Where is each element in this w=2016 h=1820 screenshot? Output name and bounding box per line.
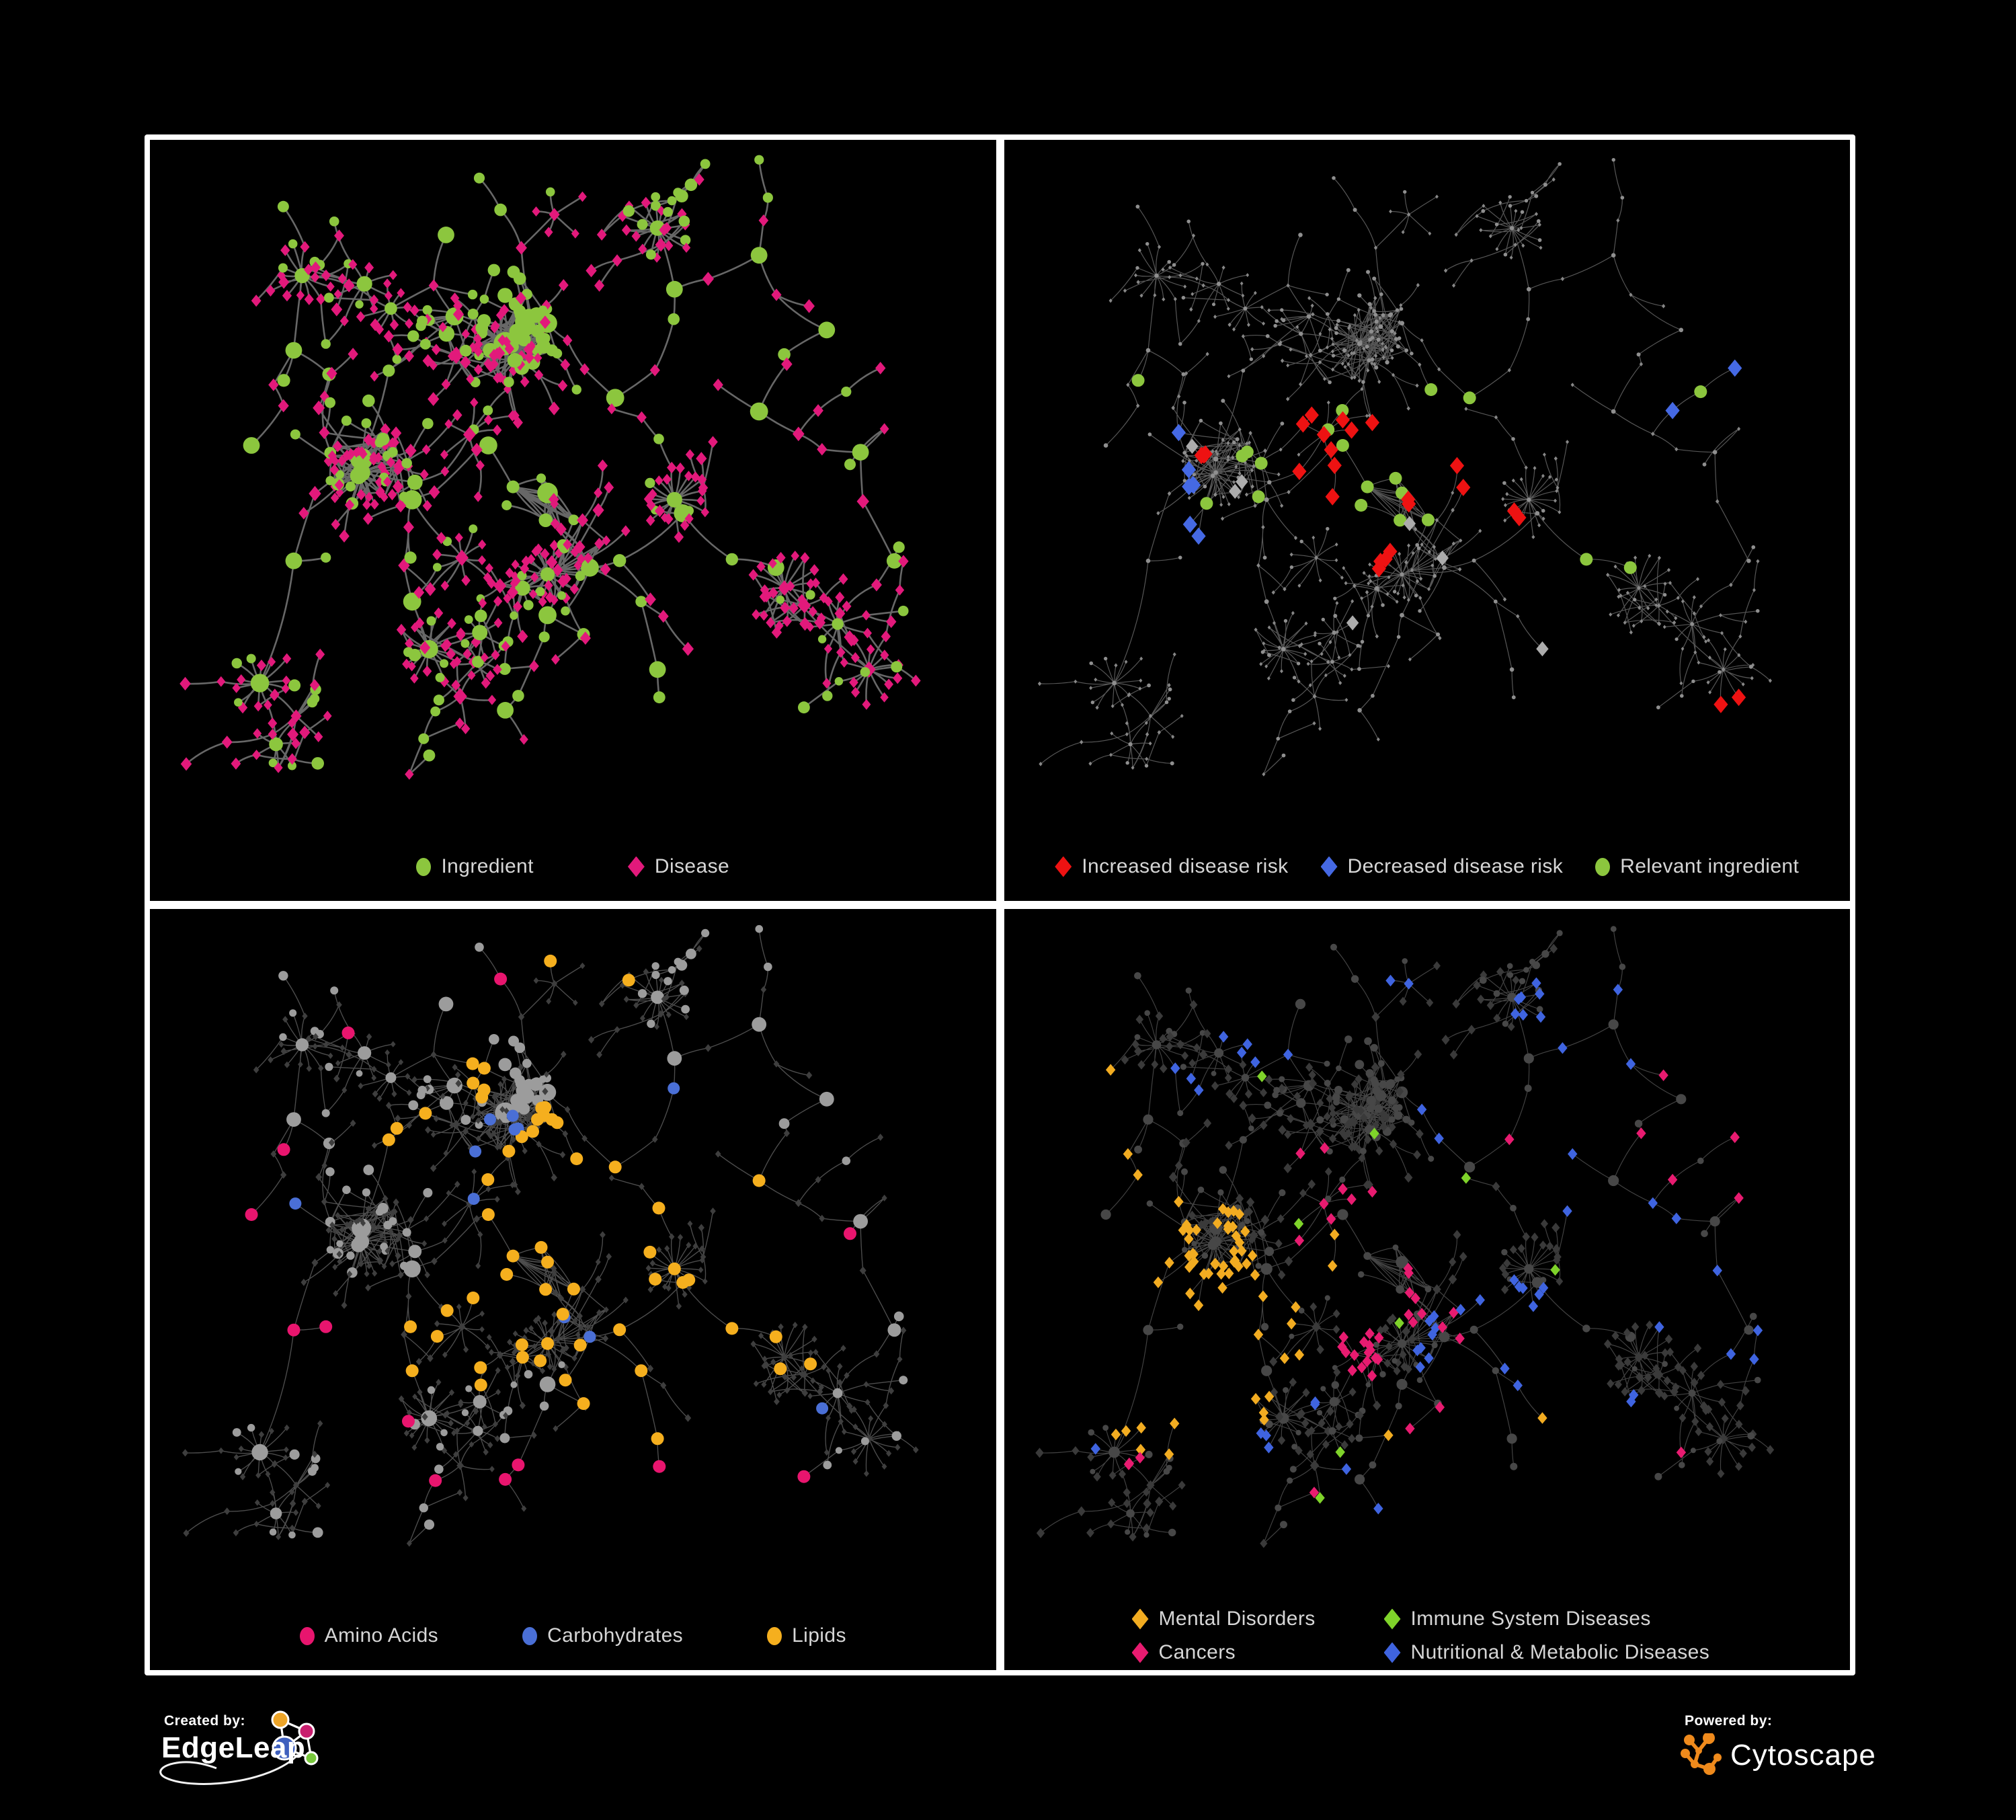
panel-ingredient-disease: Ingredient Disease [150,140,996,901]
legend-item: Disease [627,855,730,878]
edgeleap-wordmark: EdgeLeap [161,1731,306,1764]
network-graph-disease-classes [1035,926,1774,1548]
legend-marker-diamond-icon [627,856,645,877]
cytoscape-logo-icon [1681,1733,1722,1775]
legend-label: Carbohydrates [547,1624,684,1647]
legend-label: Relevant ingredient [1620,855,1800,877]
legend-marker-diamond-icon [1131,1642,1149,1663]
legend-item: Increased disease risk [1055,855,1288,878]
legend-item: Relevant ingredient [1595,855,1799,878]
created-by-label: Created by: [164,1713,246,1729]
legend-marker-diamond-icon [1131,1608,1149,1630]
network-graph-ingredient-classes [182,924,919,1547]
panel-ingredient-classes: Amino Acids Carbohydrates Lipids [150,909,996,1670]
legend-item: Amino Acids [299,1624,439,1647]
network-graph-disease-risk [1037,158,1772,777]
legend-marker-diamond-icon [1055,856,1072,877]
legend-label: Disease [654,855,730,877]
legend-disease-classes: Mental Disorders Immune System Diseases Ca… [1004,1607,1851,1665]
legend-marker-diamond-icon [1383,1608,1401,1630]
legend-marker-circle-icon [416,857,432,876]
legend-label: Immune System Diseases [1410,1608,1651,1630]
legend-label: Nutritional & Metabolic Diseases [1410,1641,1710,1663]
legend-label: Ingredient [441,855,534,877]
powered-by-label: Powered by: [1685,1713,1773,1729]
legend-item: Carbohydrates [522,1624,683,1647]
legend-label: Increased disease risk [1082,855,1289,877]
legend-marker-circle-icon [299,1626,315,1645]
legend-marker-diamond-icon [1383,1642,1401,1663]
legend-marker-diamond-icon [1320,856,1338,877]
legend-label: Mental Disorders [1158,1608,1316,1630]
panel-disease-classes: Mental Disorders Immune System Diseases Ca… [1004,909,1851,1670]
cytoscape-credit: Powered by: Cytoscape [1675,1708,1998,1802]
legend-item: Ingredient [416,855,533,878]
legend-ingredient-classes: Amino Acids Carbohydrates Lipids [150,1607,996,1665]
legend-item: Lipids [767,1624,846,1647]
legend-label: Cancers [1158,1641,1236,1663]
legend-label: Decreased disease risk [1347,855,1564,877]
legend-item: Immune System Diseases [1383,1608,1710,1630]
legend-item: Cancers [1131,1641,1384,1664]
edgeleap-logo-icon [159,1710,319,1785]
panel-grid: Ingredient Disease Increased disease risk… [145,134,1855,1675]
legend-item: Nutritional & Metabolic Diseases [1383,1641,1710,1664]
legend-marker-circle-icon [522,1626,538,1645]
legend-marker-circle-icon [767,1626,782,1645]
legend-item: Mental Disorders [1131,1608,1384,1630]
cytoscape-wordmark: Cytoscape [1730,1739,1876,1772]
legend-label: Amino Acids [324,1624,439,1647]
edgeleap-credit: Created by: EdgeLeap [153,1708,530,1815]
legend-ingredient-disease: Ingredient Disease [150,838,996,896]
legend-label: Lipids [792,1624,846,1647]
legend-marker-circle-icon [1595,857,1611,876]
legend-item: Decreased disease risk [1320,855,1564,878]
panel-disease-risk: Increased disease risk Decreased disease … [1004,140,1851,901]
legend-disease-risk: Increased disease risk Decreased disease … [1004,838,1851,896]
network-graph-ingredient-disease [179,155,921,780]
